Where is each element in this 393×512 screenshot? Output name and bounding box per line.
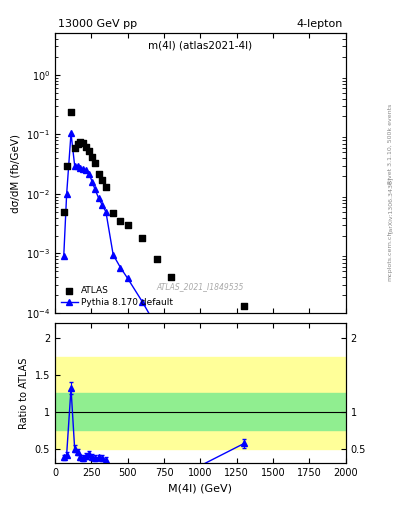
Text: [arXiv:1306.3436]: [arXiv:1306.3436] [387, 177, 392, 233]
ATLAS [125, 221, 131, 229]
Pythia 8.170 default [140, 298, 145, 305]
Pythia 8.170 default [242, 317, 246, 324]
ATLAS [64, 161, 70, 169]
Pythia 8.170 default [111, 252, 116, 258]
Pythia 8.170 default [75, 162, 80, 168]
ATLAS [68, 108, 74, 116]
ATLAS [89, 153, 95, 161]
Line: Pythia 8.170 default: Pythia 8.170 default [61, 130, 247, 350]
Pythia 8.170 default [64, 191, 69, 197]
ATLAS [95, 169, 102, 178]
Pythia 8.170 default [84, 167, 89, 174]
ATLAS [72, 143, 78, 152]
Legend: ATLAS, Pythia 8.170 default: ATLAS, Pythia 8.170 default [59, 284, 175, 309]
ATLAS [110, 209, 116, 217]
ATLAS [80, 138, 86, 146]
Bar [55, 393, 346, 430]
ATLAS [168, 273, 174, 281]
Pythia 8.170 default [118, 265, 123, 271]
ATLAS [74, 140, 81, 148]
ATLAS [154, 255, 160, 263]
Pythia 8.170 default [104, 209, 108, 215]
ATLAS [103, 183, 109, 191]
ATLAS [86, 147, 92, 156]
Pythia 8.170 default [90, 179, 94, 185]
ATLAS [241, 302, 247, 310]
Pythia 8.170 default [78, 165, 83, 172]
Pythia 8.170 default [96, 195, 101, 201]
ATLAS [83, 143, 90, 151]
Pythia 8.170 default [169, 344, 174, 350]
Pythia 8.170 default [154, 324, 159, 330]
ATLAS [77, 138, 84, 146]
Pythia 8.170 default [61, 253, 66, 259]
Y-axis label: Ratio to ATLAS: Ratio to ATLAS [19, 358, 29, 429]
Pythia 8.170 default [100, 202, 105, 208]
Y-axis label: dσ/dM (fb/GeV): dσ/dM (fb/GeV) [10, 134, 20, 212]
X-axis label: M(4l) (GeV): M(4l) (GeV) [169, 484, 232, 494]
Pythia 8.170 default [81, 166, 86, 173]
Text: m(4l) (atlas2021-4l): m(4l) (atlas2021-4l) [149, 40, 252, 50]
ATLAS [117, 217, 123, 225]
ATLAS [99, 176, 105, 184]
Text: 13000 GeV pp: 13000 GeV pp [58, 19, 137, 29]
Pythia 8.170 default [69, 130, 73, 136]
ATLAS [139, 234, 145, 242]
Pythia 8.170 default [87, 170, 92, 177]
ATLAS [61, 208, 67, 216]
Pythia 8.170 default [72, 162, 77, 168]
Pythia 8.170 default [125, 275, 130, 282]
Text: 4-lepton: 4-lepton [297, 19, 343, 29]
Text: ATLAS_2021_I1849535: ATLAS_2021_I1849535 [157, 282, 244, 291]
ATLAS [92, 159, 98, 167]
Text: mcplots.cern.ch: mcplots.cern.ch [387, 231, 392, 281]
Bar [55, 357, 346, 449]
Pythia 8.170 default [93, 186, 97, 193]
Text: Rivet 3.1.10, 500k events: Rivet 3.1.10, 500k events [387, 103, 392, 183]
